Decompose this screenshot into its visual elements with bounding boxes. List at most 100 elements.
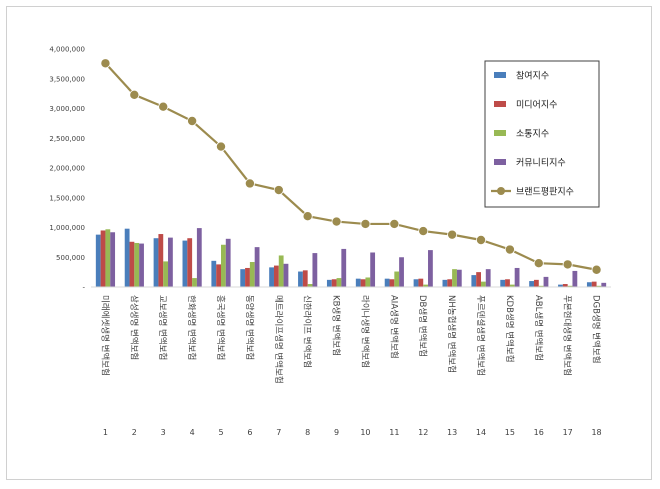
bar-4-16 xyxy=(543,276,549,287)
legend-swatch xyxy=(494,130,506,136)
bar-4-12 xyxy=(428,250,433,287)
line-series-group xyxy=(100,58,602,275)
bar-3-9 xyxy=(336,278,342,287)
legend-swatch xyxy=(494,159,506,165)
x-category-label: AIA생명 변액보험 xyxy=(388,295,399,359)
y-tick-label: - xyxy=(82,284,85,292)
x-category-label: NH농협생명 변액보험 xyxy=(446,295,457,373)
bar-2-7 xyxy=(273,265,279,287)
bar-4-17 xyxy=(572,270,578,287)
bar-3-6 xyxy=(249,262,255,287)
x-rank-label: 8 xyxy=(305,428,310,437)
bar-4-4 xyxy=(196,228,202,287)
legend-label: 소통지수 xyxy=(516,129,549,140)
line-point-10 xyxy=(360,218,371,229)
bar-2-18 xyxy=(591,281,597,287)
bar-2-12 xyxy=(418,278,424,287)
y-tick-label: 1,000,000 xyxy=(49,224,85,232)
bar-3-1 xyxy=(105,229,111,287)
x-rank-label: 3 xyxy=(161,428,166,437)
bar-1-10 xyxy=(355,278,361,287)
x-rank-label: 4 xyxy=(190,428,195,437)
bar-2-11 xyxy=(389,279,395,287)
x-category-label: 흥국생명 변액보험 xyxy=(215,295,226,360)
bar-3-8 xyxy=(307,284,313,287)
bar-1-15 xyxy=(500,279,506,287)
bar-1-13 xyxy=(442,279,448,287)
bar-4-3 xyxy=(168,237,173,287)
bar-2-16 xyxy=(533,279,539,287)
bar-2-13 xyxy=(447,279,453,287)
x-rank-label: 10 xyxy=(360,428,370,437)
bar-4-7 xyxy=(283,263,289,287)
line-point-17 xyxy=(562,259,573,270)
bar-3-16 xyxy=(538,285,544,287)
bar-4-9 xyxy=(341,248,347,287)
legend-label: 브랜드평판지수 xyxy=(516,187,574,198)
x-category-label: 신한라이프 변액보험 xyxy=(302,295,313,368)
x-category-label: 삼성생명 변액보험 xyxy=(128,295,139,360)
line-series-path xyxy=(104,62,597,271)
x-category-label: DGB생명 변액보험 xyxy=(591,295,602,364)
bar-1-14 xyxy=(471,275,477,287)
line-point-2 xyxy=(129,89,140,100)
bar-2-1 xyxy=(100,230,106,287)
bar-3-14 xyxy=(481,281,486,287)
bar-series-group xyxy=(95,228,607,287)
x-category-label: KB생명 변액보험 xyxy=(331,295,342,356)
y-axis: - 500,000 1,000,000 1,500,000 2,000,000 2,500… xyxy=(49,46,85,292)
line-point-4 xyxy=(187,115,198,126)
x-axis: 미래에셋생명 변액보험 1 삼성생명 변액보험 2 교보생명 변액보험 3 한화생명 변액보… xyxy=(91,286,611,437)
line-point-12 xyxy=(418,226,429,237)
bar-4-13 xyxy=(456,269,462,287)
line-point-8 xyxy=(302,211,313,222)
bar-1-4 xyxy=(182,240,188,287)
chart-frame: - 500,000 1,000,000 1,500,000 2,000,000 2,500… xyxy=(6,6,652,480)
bar-3-12 xyxy=(423,284,429,287)
bar-1-8 xyxy=(298,271,303,287)
bar-2-6 xyxy=(245,267,250,287)
x-category-label: 라이나생명 변액보험 xyxy=(359,295,370,368)
y-tick-label: 3,500,000 xyxy=(49,75,85,83)
bar-1-18 xyxy=(586,282,592,287)
line-point-14 xyxy=(475,234,486,245)
y-tick-label: 1,500,000 xyxy=(49,194,85,202)
x-rank-label: 14 xyxy=(476,428,486,437)
x-rank-label: 6 xyxy=(247,428,252,437)
bar-2-10 xyxy=(360,279,366,287)
line-point-18 xyxy=(591,264,602,275)
line-point-15 xyxy=(504,244,515,255)
x-rank-label: 18 xyxy=(591,428,601,437)
bar-1-7 xyxy=(269,267,274,287)
bar-3-3 xyxy=(163,261,169,287)
x-category-label: DB생명 변액보험 xyxy=(417,295,428,357)
y-tick-label: 500,000 xyxy=(56,254,85,262)
bar-4-15 xyxy=(514,267,520,287)
bar-4-8 xyxy=(312,253,318,287)
bar-4-11 xyxy=(399,257,404,287)
legend-marker xyxy=(497,187,505,195)
y-tick-label: 4,000,000 xyxy=(49,46,85,54)
bar-4-10 xyxy=(370,252,376,287)
x-rank-label: 13 xyxy=(447,428,457,437)
x-rank-label: 15 xyxy=(505,428,515,437)
x-rank-label: 1 xyxy=(103,428,108,437)
legend-label: 커뮤니티지수 xyxy=(516,158,566,169)
x-category-label: 푸본현대생명 변액보험 xyxy=(562,295,573,376)
bar-2-15 xyxy=(505,279,510,287)
x-category-label: 동양생명 변액보험 xyxy=(244,295,255,360)
x-category-label: 교보생명 변액보험 xyxy=(157,295,168,360)
line-point-5 xyxy=(215,141,226,152)
bar-2-9 xyxy=(331,279,337,287)
y-tick-label: 2,500,000 xyxy=(49,135,85,143)
bar-4-5 xyxy=(225,238,231,287)
bar-4-1 xyxy=(110,232,116,287)
bar-2-8 xyxy=(302,270,308,287)
x-category-label: 미래에셋생명 변액보험 xyxy=(99,295,110,376)
line-point-1 xyxy=(100,58,111,69)
bar-3-13 xyxy=(452,269,457,287)
x-category-label: 한화생명 변액보험 xyxy=(186,295,197,360)
legend-label: 참여지수 xyxy=(516,70,549,82)
line-point-9 xyxy=(331,216,342,227)
brand-reputation-chart: - 500,000 1,000,000 1,500,000 2,000,000 2,500… xyxy=(49,46,611,437)
